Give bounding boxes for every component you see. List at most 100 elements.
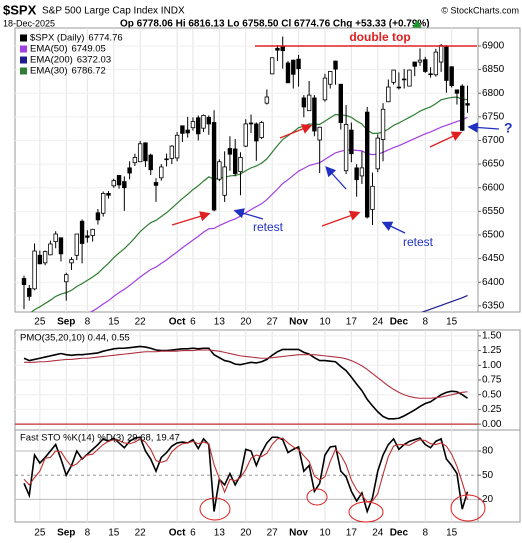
- x-tick-label: Sep: [57, 317, 75, 328]
- legend-value: 6774.76: [88, 33, 122, 44]
- candle-body: [301, 97, 307, 108]
- candle-body: [79, 220, 85, 244]
- highlight-circle: [450, 494, 486, 522]
- line: [23, 345, 468, 420]
- candle-body: [460, 85, 465, 131]
- candle-body: [122, 181, 127, 189]
- line: [89, 116, 468, 312]
- y-tick-label: 6800: [482, 88, 505, 99]
- y-tick-label: 80: [482, 446, 494, 457]
- candle-body: [312, 97, 317, 132]
- candle-body: [137, 143, 143, 163]
- x-tick-label: 10: [319, 528, 331, 539]
- y-tick-label: 6500: [482, 230, 505, 241]
- candle-body: [349, 129, 354, 155]
- arrow: [467, 122, 500, 133]
- candle-body: [317, 126, 322, 141]
- plot-layer: 6350640064506500655066006650670067506800…: [15, 28, 505, 539]
- x-tick-label: 25: [34, 528, 46, 539]
- candle-body: [333, 60, 338, 70]
- candle-body: [164, 158, 169, 161]
- x-tick-label: 17: [346, 317, 358, 328]
- candle-body: [264, 96, 270, 104]
- arrow: [233, 208, 264, 220]
- y-tick-label: 6650: [482, 159, 505, 170]
- x-tick-label: Dec: [390, 528, 409, 539]
- x-tick-label: 24: [372, 317, 384, 328]
- line: [24, 349, 468, 399]
- arrow: [321, 210, 361, 227]
- y-tick-label: 0.25: [482, 404, 502, 415]
- candle-body: [375, 137, 380, 170]
- candle-body: [48, 243, 53, 256]
- candle-body: [32, 250, 37, 290]
- up-triangle: [412, 20, 422, 28]
- y-tick-label: 6750: [482, 111, 505, 122]
- candle-body: [196, 117, 201, 135]
- legend-label: EMA(30): [30, 66, 67, 77]
- y-tick-label: 6850: [482, 64, 505, 75]
- candle-body: [211, 122, 217, 211]
- candle-body: [364, 111, 370, 218]
- candle-body: [106, 192, 111, 196]
- x-tick-label: 15: [446, 317, 458, 328]
- candle-body: [95, 212, 101, 221]
- annotation: double top: [349, 30, 410, 44]
- candle-body: [401, 78, 407, 81]
- x-tick-label: 13: [214, 528, 226, 539]
- x-tick-label: 20: [240, 317, 252, 328]
- highlight-circle: [348, 501, 384, 523]
- panel-legend: Fast STO %K(14) %D(3) 29.68, 19.47: [20, 433, 180, 444]
- annotations: double top retest retest ?: [171, 30, 513, 523]
- y-tick-label: 0.75: [482, 375, 502, 386]
- x-tick-label: 8: [85, 528, 91, 539]
- candle-body: [90, 228, 95, 236]
- candle-body: [201, 115, 206, 129]
- x-tick-label: 8: [422, 317, 428, 328]
- date: 18-Dec-2025: [3, 18, 55, 28]
- candle-body: [27, 287, 32, 297]
- candle-body: [285, 62, 291, 84]
- y-tick-label: 0.00: [482, 419, 502, 430]
- candle-body: [370, 185, 375, 210]
- candle-body: [227, 148, 233, 155]
- x-tick-label: 15: [108, 528, 120, 539]
- candle-body: [53, 233, 58, 242]
- candle-body: [454, 89, 460, 94]
- x-tick-label: 13: [214, 317, 226, 328]
- candle-body: [169, 145, 175, 159]
- credit: © StockCharts.com: [441, 5, 519, 15]
- legend-value: 6749.05: [71, 44, 105, 55]
- candle-body: [359, 167, 365, 177]
- x-tick-label: 6: [190, 317, 196, 328]
- candle-body: [148, 154, 153, 171]
- candle-body: [296, 58, 301, 70]
- x-tick-label: 25: [34, 317, 46, 328]
- annotation: retest: [253, 220, 284, 234]
- instrument-name: S&P 500 Large Cap Index INDX: [42, 6, 185, 17]
- candle-body: [174, 134, 180, 159]
- x-tick-label: 22: [135, 317, 147, 328]
- x-tick-label: Oct: [169, 317, 186, 328]
- candle-body: [248, 122, 254, 125]
- candle-body: [322, 77, 328, 101]
- x-tick-label: 20: [240, 528, 252, 539]
- x-tick-label: Oct: [169, 528, 186, 539]
- legend-swatch: [20, 56, 27, 64]
- legend-swatch: [20, 45, 27, 53]
- y-tick-label: 50: [482, 470, 494, 481]
- legend-label: EMA(50): [30, 44, 67, 55]
- y-tick-label: 6400: [482, 277, 505, 288]
- candle-body: [111, 180, 116, 187]
- candle-body: [444, 46, 449, 81]
- candle-body: [132, 157, 138, 164]
- candle-body: [259, 122, 264, 139]
- highlight-circle: [199, 497, 231, 521]
- x-tick-label: Nov: [289, 317, 308, 328]
- candle-body: [269, 57, 275, 75]
- candle-body: [391, 69, 396, 83]
- candle-body: [21, 278, 27, 285]
- legend-label: EMA(200): [30, 55, 73, 66]
- candles: [21, 36, 470, 310]
- line: [23, 436, 469, 515]
